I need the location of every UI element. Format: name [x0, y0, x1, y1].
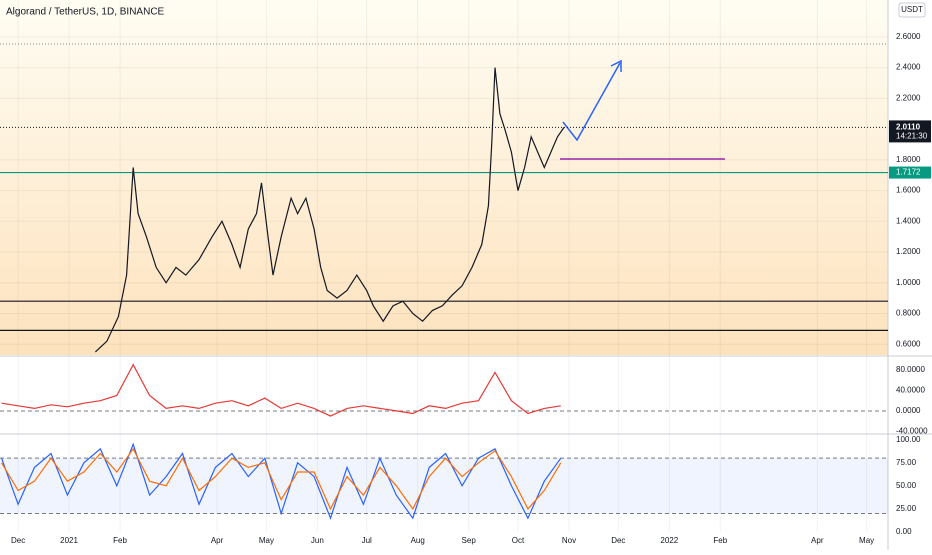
level-tag [889, 166, 931, 179]
x-tick-label: Sep [462, 536, 477, 545]
last-price-tag [889, 120, 931, 143]
y-tick-label: 40.0000 [896, 385, 925, 394]
y-tick-label: 1.0000 [896, 278, 921, 287]
series-line [1, 442, 562, 520]
x-tick-label: Aug [411, 536, 425, 545]
y-tick-label: 1.6000 [896, 186, 921, 195]
y-tick-label: 2.6000 [896, 32, 921, 41]
series-line [1, 447, 562, 511]
price-pane [0, 0, 888, 355]
x-tick-label: Apr [811, 536, 824, 545]
x-tick-label: Oct [512, 536, 525, 545]
stoch-pane [0, 436, 888, 532]
y-tick-label: 80.0000 [896, 365, 925, 374]
y-tick-label: 1.2000 [896, 247, 921, 256]
x-tick-label: 2021 [60, 536, 78, 545]
y-tick-label: 1.8000 [896, 155, 921, 164]
x-tick-label: 2022 [660, 536, 678, 545]
y-tick-label: 75.00 [896, 458, 917, 467]
currency-box [898, 2, 926, 18]
x-tick-label: May [859, 536, 874, 545]
y-tick-label: 25.00 [896, 504, 917, 513]
last-price-label: 2.0110 [896, 123, 921, 132]
price-line [1, 363, 561, 417]
arrow-head [610, 59, 622, 72]
x-tick-label: Feb [113, 536, 127, 545]
x-tick-label: Nov [562, 536, 576, 545]
x-tick-label: Jun [311, 536, 324, 545]
y-tick-label: 0.6000 [896, 339, 921, 348]
x-tick-label: Dec [11, 536, 25, 545]
x-tick-label: Dec [611, 536, 625, 545]
x-tick-label: May [259, 536, 274, 545]
x-tick-label: Apr [211, 536, 224, 545]
band-fill [0, 458, 888, 514]
y-tick-label: 2.2000 [896, 93, 921, 102]
y-tick-label: 50.00 [896, 481, 917, 490]
y-tick-label: 1.4000 [896, 216, 921, 225]
currency: USDT [901, 5, 923, 14]
x-tick-label: Feb [713, 536, 727, 545]
y-tick-label: 0.8000 [896, 309, 921, 318]
x-tick-label: Jul [362, 536, 372, 545]
forecast-arrow [562, 62, 621, 142]
y-tick-label: 0.00 [896, 527, 912, 536]
level-label: 1.7172 [896, 168, 921, 177]
price-line [94, 67, 565, 353]
countdown: 14:21:30 [896, 132, 928, 141]
y-tick-label: 0.0000 [896, 406, 921, 415]
y-tick-label: 100.00 [896, 435, 921, 444]
chart-title: Algorand / TetherUS, 1D, BINANCE [6, 7, 165, 18]
y-tick-label: -40.0000 [896, 427, 928, 436]
y-tick-label: 2.4000 [896, 63, 921, 72]
